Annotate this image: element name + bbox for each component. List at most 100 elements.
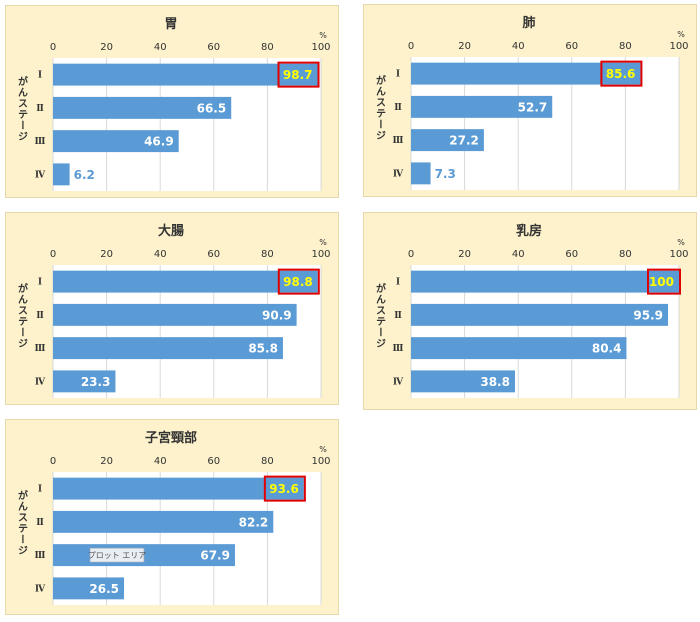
x-tick-label: 40	[154, 456, 167, 467]
category-label: Ⅳ	[35, 377, 46, 387]
x-tick-label: 40	[154, 249, 167, 260]
x-tick-label: 20	[100, 456, 113, 467]
chart-panel-breast: 乳房% 0 20 40 60 80 100 がんステージ Ⅰ 100 Ⅱ 95.9 Ⅲ 80.4 Ⅳ 38.8	[363, 212, 697, 410]
chart-svg: 大腸% 0 20 40 60 80 100 がんステージ Ⅰ 98.8 Ⅱ 90.9 Ⅲ 85.8 Ⅳ 23.…	[16, 223, 331, 398]
x-tick-label: 40	[512, 41, 525, 52]
data-label: 98.7	[283, 68, 313, 82]
x-tick-label: 100	[669, 249, 688, 260]
axis-unit: %	[677, 238, 685, 247]
data-label: 7.3	[435, 167, 456, 181]
data-label: 100	[649, 275, 674, 289]
data-label: 85.6	[606, 67, 636, 81]
x-tick-label: 60	[207, 42, 220, 53]
highlight-box	[263, 475, 306, 502]
bar	[53, 303, 297, 326]
x-tick-label: 40	[512, 249, 525, 260]
x-tick-label: 20	[100, 249, 113, 260]
axis-unit: %	[677, 30, 685, 39]
y-axis-label: がんステージ	[16, 489, 28, 556]
chart-title: 子宮頸部	[145, 430, 197, 446]
highlight-box	[277, 268, 320, 295]
data-label: 6.2	[74, 168, 95, 182]
data-label: 38.8	[480, 375, 510, 389]
category-label: Ⅲ	[393, 344, 404, 354]
data-label: 52.7	[518, 100, 548, 114]
bar	[411, 162, 431, 185]
data-label: 23.3	[81, 375, 111, 389]
bar	[53, 477, 304, 500]
chart-title: 大腸	[158, 223, 184, 239]
x-tick-label: 80	[261, 456, 274, 467]
x-tick-label: 20	[100, 42, 113, 53]
x-tick-label: 80	[261, 249, 274, 260]
x-tick-label: 100	[311, 42, 330, 53]
x-tick-label: 100	[311, 249, 330, 260]
bar	[53, 337, 283, 360]
data-label: 26.5	[89, 582, 119, 596]
highlight-box	[600, 60, 643, 87]
bar	[411, 129, 484, 152]
bar	[53, 510, 274, 533]
chart-svg: 子宮頸部% 0 20 40 60 80 100 がんステージ Ⅰ 93.6 Ⅱ 82.2 Ⅲ 67.9 Ⅳ 2…	[16, 430, 331, 605]
x-tick-label: 0	[50, 456, 56, 467]
data-label: 93.6	[269, 482, 299, 496]
bar	[53, 63, 318, 86]
x-tick-label: 60	[207, 249, 220, 260]
data-label: 85.8	[248, 342, 278, 356]
chart-title: 肺	[522, 15, 535, 31]
x-tick-label: 0	[408, 249, 414, 260]
category-label: Ⅱ	[36, 311, 44, 321]
x-tick-label: 60	[565, 249, 578, 260]
category-label: Ⅰ	[38, 71, 42, 81]
chart-panel-colon: 大腸% 0 20 40 60 80 100 がんステージ Ⅰ 98.8 Ⅱ 90.9 Ⅲ 85.8 Ⅳ 23.…	[5, 212, 339, 405]
data-label: 66.5	[197, 101, 227, 115]
chart-svg: 肺% 0 20 40 60 80 100 がんステージ Ⅰ 85.6 Ⅱ 52.7 Ⅲ 27.2 Ⅳ 7.3	[374, 15, 689, 190]
x-tick-label: 20	[458, 249, 471, 260]
highlight-box	[647, 268, 681, 295]
x-tick-label: 60	[207, 456, 220, 467]
category-label: Ⅳ	[393, 169, 404, 179]
data-label: 95.9	[633, 308, 663, 322]
x-tick-label: 0	[408, 41, 414, 52]
axis-unit: %	[319, 31, 327, 40]
y-axis-label: がんステージ	[16, 75, 28, 142]
x-tick-label: 0	[50, 42, 56, 53]
category-label: Ⅳ	[35, 170, 46, 180]
category-label: Ⅱ	[36, 104, 44, 114]
bar	[53, 577, 125, 600]
highlight-box	[277, 61, 320, 88]
data-label: 98.8	[283, 275, 313, 289]
bar	[411, 337, 627, 360]
x-tick-label: 80	[619, 249, 632, 260]
category-label: Ⅲ	[393, 136, 404, 146]
chart-svg: 乳房% 0 20 40 60 80 100 がんステージ Ⅰ 100 Ⅱ 95.9 Ⅲ 80.4 Ⅳ 38.8	[374, 223, 689, 398]
category-label: Ⅰ	[38, 278, 42, 288]
x-tick-label: 80	[261, 42, 274, 53]
tooltip-text: プロット エリア	[88, 551, 147, 560]
chart-panel-stomach: 胃% 0 20 40 60 80 100 がんステージ Ⅰ 98.7 Ⅱ 66.5 Ⅲ 46.9 Ⅳ 6.2	[5, 5, 339, 198]
chart-panel-cervix: 子宮頸部% 0 20 40 60 80 100 がんステージ Ⅰ 93.6 Ⅱ 82.2 Ⅲ 67.9 Ⅳ 2…	[5, 419, 339, 615]
category-label: Ⅳ	[35, 584, 46, 594]
bar	[411, 370, 515, 393]
chart-title: 胃	[164, 17, 177, 32]
category-label: Ⅱ	[36, 518, 44, 528]
y-axis-label: がんステージ	[16, 282, 28, 349]
chart-title: 乳房	[516, 223, 542, 239]
category-label: Ⅲ	[35, 137, 46, 147]
chart-svg: 胃% 0 20 40 60 80 100 がんステージ Ⅰ 98.7 Ⅱ 66.5 Ⅲ 46.9 Ⅳ 6.2	[16, 17, 331, 191]
y-axis-label: がんステージ	[374, 282, 386, 349]
chart-panel-lung: 肺% 0 20 40 60 80 100 がんステージ Ⅰ 85.6 Ⅱ 52.7 Ⅲ 27.2 Ⅳ 7.3	[363, 4, 697, 197]
bar	[411, 303, 669, 326]
category-label: Ⅰ	[396, 278, 400, 288]
bar	[411, 95, 553, 118]
x-tick-label: 60	[565, 41, 578, 52]
category-label: Ⅱ	[394, 311, 402, 321]
category-label: Ⅲ	[35, 344, 46, 354]
data-label: 46.9	[144, 135, 174, 149]
x-tick-label: 20	[458, 41, 471, 52]
x-tick-label: 40	[154, 42, 167, 53]
axis-unit: %	[319, 238, 327, 247]
category-label: Ⅰ	[396, 70, 400, 80]
bar	[53, 163, 70, 186]
y-axis-label: がんステージ	[374, 74, 386, 141]
